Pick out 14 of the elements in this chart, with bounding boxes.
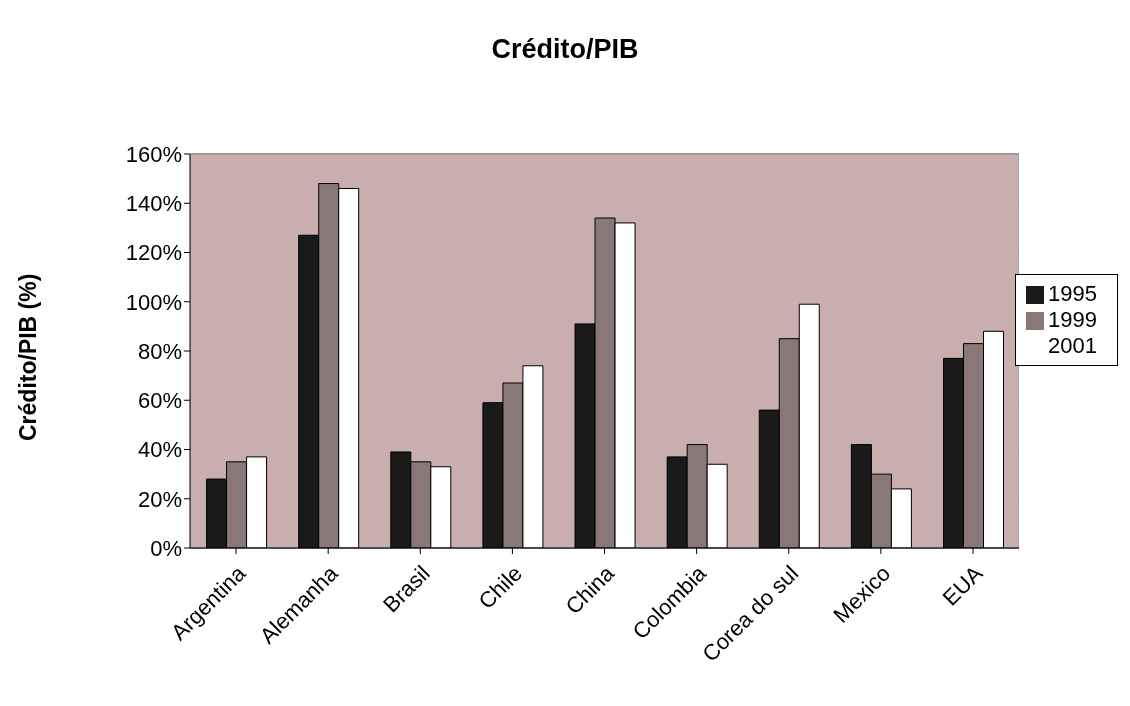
y-tick-label: 20% bbox=[137, 486, 182, 512]
legend-label: 1999 bbox=[1048, 307, 1097, 332]
chart-title: Crédito/PIB bbox=[490, 33, 640, 66]
text: 2001 bbox=[1048, 333, 1097, 358]
y-tick-label: 0% bbox=[150, 535, 182, 561]
y-axis-title: Crédito/PIB (%) bbox=[15, 273, 42, 441]
legend-label: 1995 bbox=[1048, 281, 1097, 306]
y-tick-label: 160% bbox=[125, 141, 182, 167]
y-tick-label: 100% bbox=[125, 289, 182, 315]
y-tick-label: 120% bbox=[125, 240, 182, 266]
y-tick-label: 140% bbox=[125, 191, 182, 217]
y-tick-label: 80% bbox=[137, 338, 182, 364]
y-tick-label: 40% bbox=[137, 437, 182, 463]
y-tick-label: 60% bbox=[137, 388, 182, 414]
